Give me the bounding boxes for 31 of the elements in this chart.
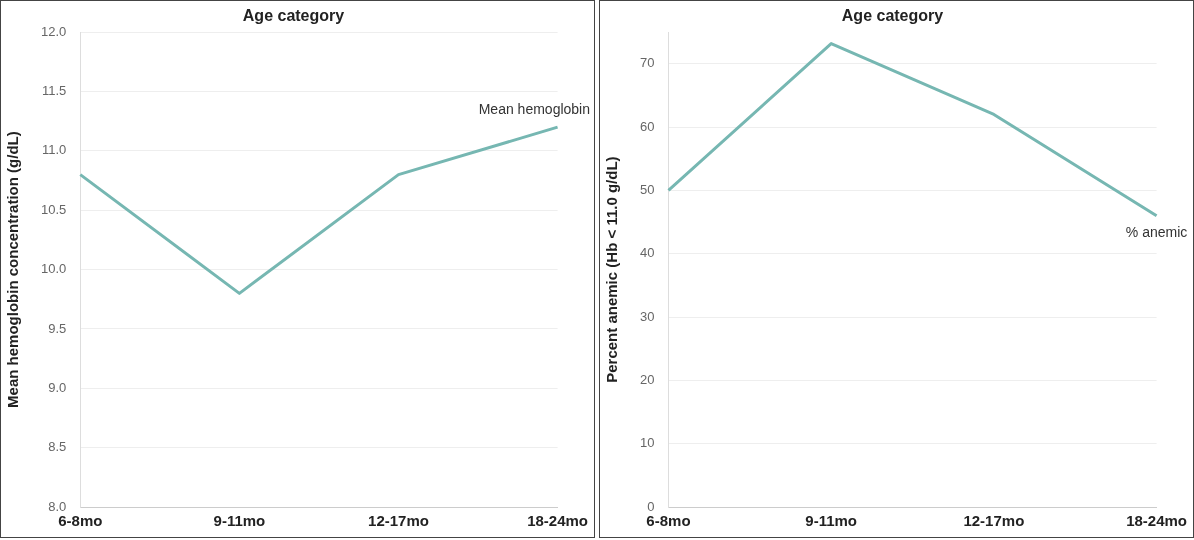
chart-title: Age category [242, 7, 345, 25]
y-axis-title: Mean hemoglobin concentration (g/dL) [4, 131, 22, 408]
x-tick-label: 12-17mo [963, 512, 1025, 530]
y-tick-label: 8.0 [48, 498, 67, 514]
chart-title: Age category [841, 7, 944, 25]
x-tick-label: 18-24mo [1126, 512, 1188, 530]
series-label: Mean hemoglobin [478, 101, 590, 118]
y-tick-label: 20 [639, 371, 655, 387]
x-tick-label: 18-24mo [527, 512, 589, 530]
x-tick-label: 12-17mo [368, 512, 429, 530]
y-tick-label: 11.5 [41, 83, 67, 99]
x-tick-label: 9-11mo [805, 512, 858, 530]
y-tick-label: 0 [647, 498, 655, 514]
y-tick-label: 10.5 [40, 201, 67, 217]
y-tick-label: 12.0 [40, 23, 67, 39]
y-tick-label: 9.0 [48, 379, 67, 395]
y-tick-label: 40 [639, 245, 655, 261]
y-axis-title: Percent anemic (Hb < 11.0 g/dL) [603, 156, 621, 383]
y-tick-label: 10.0 [40, 261, 67, 277]
y-tick-label: 11.0 [41, 142, 67, 158]
y-tick-label: 30 [639, 308, 655, 324]
x-tick-label: 6-8mo [646, 512, 691, 530]
y-tick-label: 9.5 [48, 320, 67, 336]
x-tick-label: 6-8mo [58, 512, 103, 530]
y-tick-label: 70 [639, 55, 655, 71]
y-tick-label: 50 [639, 182, 655, 198]
x-tick-label: 9-11mo [213, 512, 266, 530]
series-label: % anemic [1125, 223, 1188, 240]
y-tick-label: 10 [639, 435, 655, 451]
y-tick-label: 8.5 [48, 439, 67, 455]
y-tick-label: 60 [639, 118, 655, 134]
